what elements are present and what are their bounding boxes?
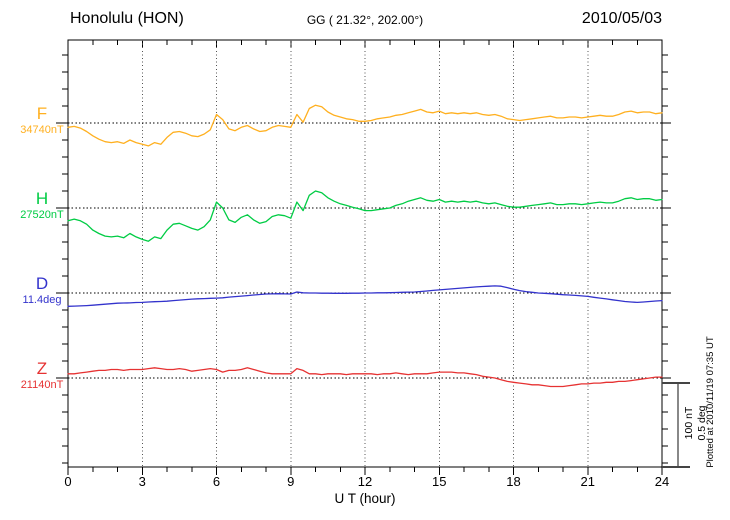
plot-timestamp: Plotted at 2010/11/19 07:35 UT <box>705 336 716 468</box>
curve-H <box>67 190 663 242</box>
scale-bar-label-nt: 100 nT <box>683 406 695 440</box>
component-letter-D: D <box>35 274 49 293</box>
x-tick-label: 9 <box>287 474 295 489</box>
x-tick-label: 12 <box>357 474 373 489</box>
curve-F <box>67 104 663 147</box>
curve-Z <box>67 367 663 388</box>
station-name: Honolulu (HON) <box>70 10 184 27</box>
component-label-F: F 34740nT <box>6 105 78 137</box>
x-tick-label: 24 <box>654 474 670 489</box>
x-tick-label: 21 <box>580 474 595 489</box>
x-tick-label: 0 <box>64 474 72 489</box>
component-baseline-F: 34740nT <box>20 124 64 136</box>
component-letter-Z: Z <box>36 359 48 378</box>
curve-D <box>67 285 663 307</box>
plot-date: 2010/05/03 <box>581 10 662 27</box>
x-tick-label: 15 <box>432 474 447 489</box>
x-axis-title: U T (hour) <box>334 491 396 506</box>
plot-frame <box>67 39 663 468</box>
station-coordinates: GG ( 21.32°, 202.00°) <box>306 13 424 27</box>
component-letter-H: H <box>35 189 49 208</box>
x-tick-label: 18 <box>506 474 521 489</box>
x-tick-label: 3 <box>138 474 146 489</box>
x-tick-label: 6 <box>212 474 221 489</box>
component-letter-F: F <box>36 104 48 123</box>
component-label-Z: Z 21140nT <box>6 360 78 392</box>
component-baseline-D: 11.4deg <box>22 294 62 306</box>
component-label-H: H 27520nT <box>6 190 78 222</box>
component-baseline-Z: 21140nT <box>20 379 64 391</box>
component-label-D: D 11.4deg <box>6 275 78 307</box>
component-baseline-H: 27520nT <box>20 209 64 221</box>
